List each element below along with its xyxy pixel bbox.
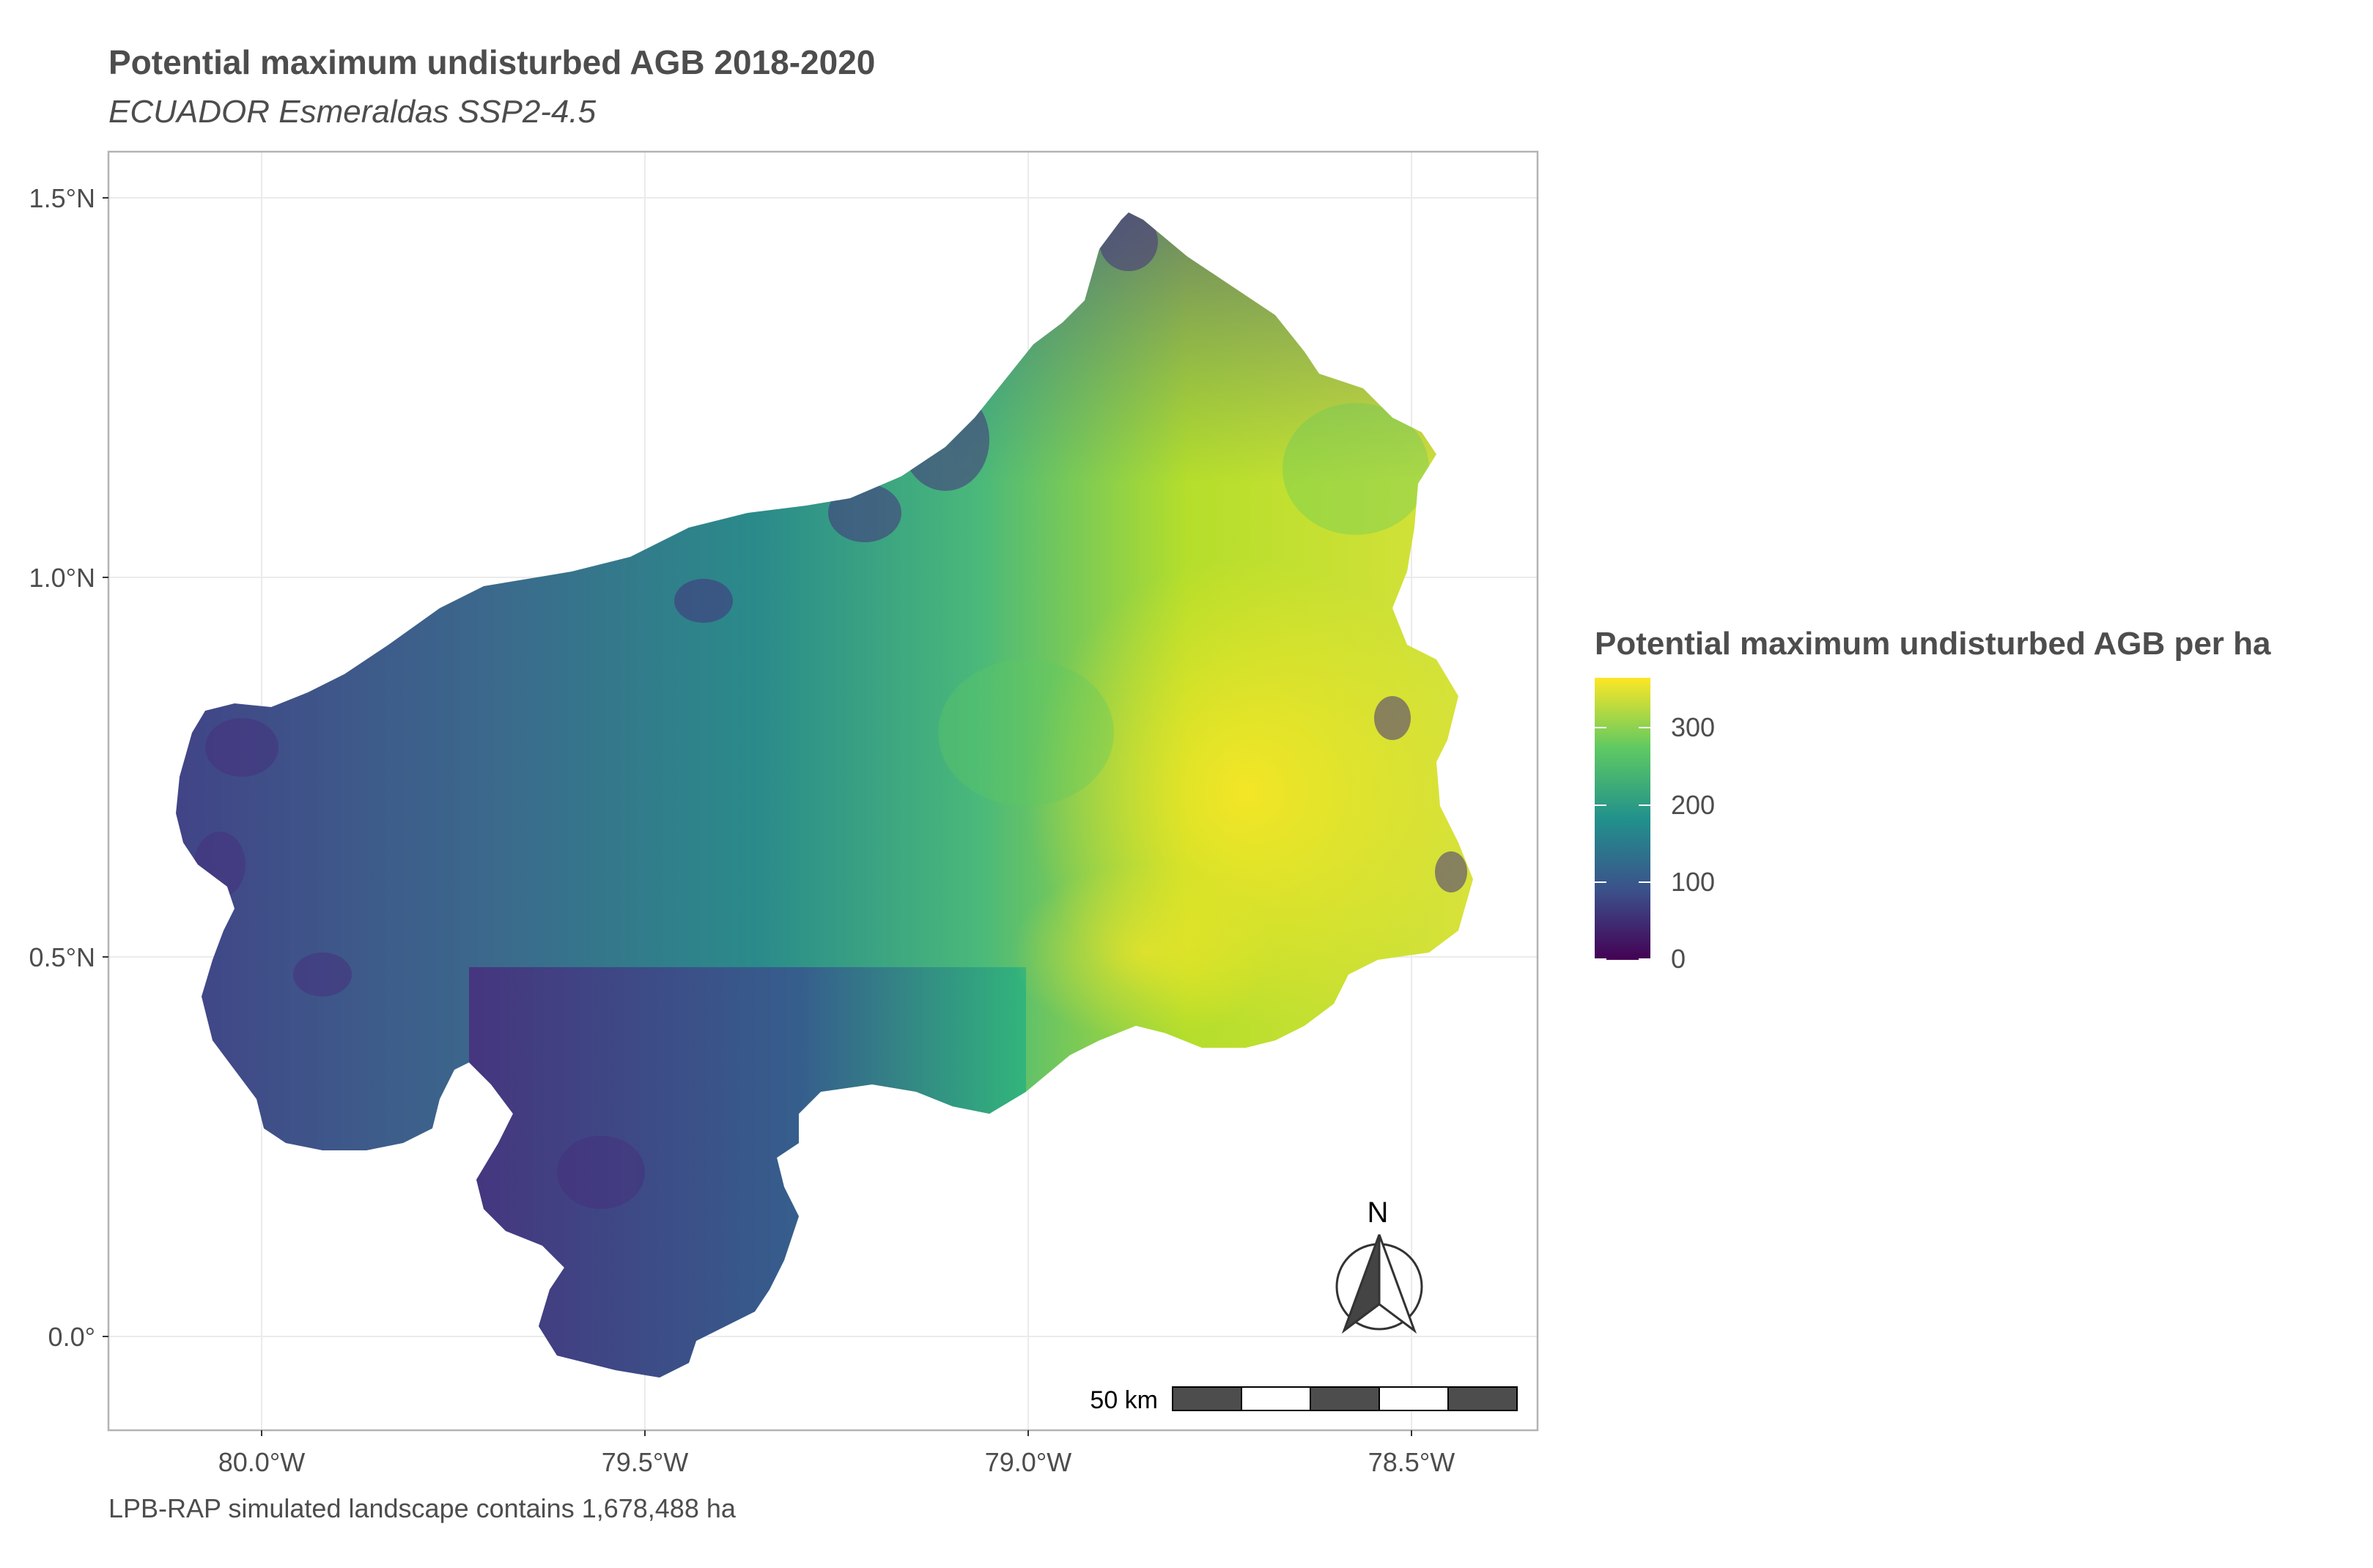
panel-border bbox=[107, 150, 1539, 1432]
x-tick-label: 78.5°W bbox=[1368, 1447, 1455, 1477]
map-title: Potential maximum undisturbed AGB 2018-2… bbox=[108, 43, 876, 81]
scale-bar-label: 50 km bbox=[1090, 1386, 1158, 1414]
map-subtitle: ECUADOR Esmeraldas SSP2-4.5 bbox=[108, 94, 597, 130]
legend-colorbar bbox=[1595, 678, 1650, 960]
north-arrow-label: N bbox=[1368, 1197, 1389, 1229]
y-tick-label: 1.5°N bbox=[29, 183, 95, 213]
x-tick-label: 79.5°W bbox=[602, 1447, 688, 1477]
north-arrow: N bbox=[1335, 1197, 1423, 1334]
legend-label-200: 200 bbox=[1671, 790, 1716, 820]
y-tick-label: 0.0° bbox=[48, 1322, 95, 1352]
legend-label-100: 100 bbox=[1671, 867, 1716, 897]
x-tick-label: 80.0°W bbox=[218, 1447, 305, 1477]
legend-label-300: 300 bbox=[1671, 712, 1716, 742]
x-axis: 80.0°W 79.5°W 79.0°W 78.5°W bbox=[218, 1430, 1455, 1477]
y-axis: 1.5°N 1.0°N 0.5°N 0.0° bbox=[29, 183, 108, 1352]
x-tick-label: 79.0°W bbox=[985, 1447, 1071, 1477]
legend-title: Potential maximum undisturbed AGB per ha bbox=[1595, 626, 2271, 662]
legend-label-0: 0 bbox=[1671, 944, 1686, 974]
y-tick-label: 0.5°N bbox=[29, 942, 95, 972]
scale-bar: 50 km bbox=[1090, 1386, 1518, 1414]
map-caption: LPB-RAP simulated landscape contains 1,6… bbox=[108, 1493, 736, 1523]
y-tick-label: 1.0°N bbox=[29, 563, 95, 593]
